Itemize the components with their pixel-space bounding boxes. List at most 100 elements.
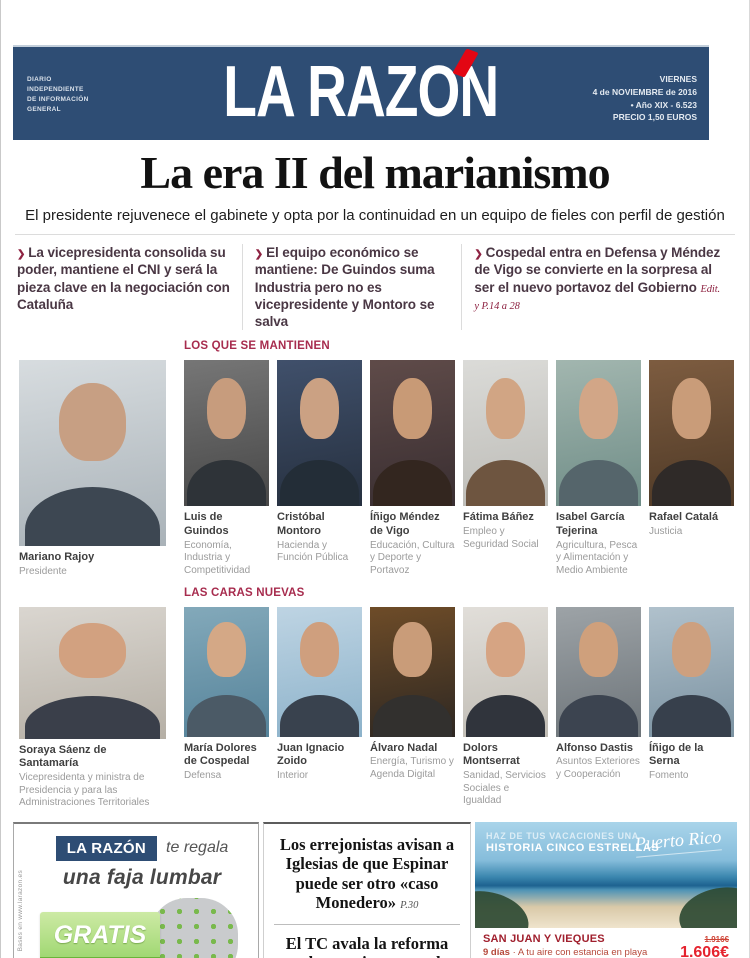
date-line: PRECIO 1,50 EUROS	[612, 112, 697, 123]
masthead-title: LA RAZON	[223, 51, 499, 132]
minister-photo	[19, 606, 166, 739]
cupones-label: Solo 4 cupones	[40, 956, 160, 958]
minister-name: Íñigo de la Serna	[649, 741, 704, 768]
bullet-item: ❯ Cospedal entra en Defensa y Méndez de V…	[461, 243, 735, 331]
tagline-line: DIARIO	[27, 76, 52, 83]
promo-ad-faja-lumbar: Bases en www.larazon.es LA RAZÓN te rega…	[13, 821, 259, 958]
minister-role: Asuntos Exteriores y Cooperación	[556, 756, 640, 780]
ministers-grid-new: María Dolores de Cospedal Defensa Juan I…	[184, 606, 734, 808]
offer-duration: 9 días	[483, 946, 510, 958]
travel-tagline-1: HAZ DE TUS VACACIONES UNA	[486, 830, 639, 841]
promo-side-note: Bases en www.larazon.es	[17, 869, 24, 952]
minister-role: Vicepresidenta y ministra de Presidencia…	[19, 772, 150, 809]
minister-photo	[370, 606, 455, 737]
bullet-text: El equipo económico se mantiene: De Guin…	[254, 244, 435, 330]
bullet-text: Cospedal entra en Defensa y Méndez de Vi…	[474, 244, 721, 295]
bullet-deck: ❯ La vicepresidenta consolida su poder, m…	[15, 243, 735, 331]
minister-name: Luis de Guindos	[184, 511, 229, 538]
price-new: 1.606€	[680, 943, 729, 958]
travel-tagline-2: HISTORIA CINCO ESTRELLAS	[486, 841, 660, 854]
minister-photo	[370, 360, 455, 507]
minister-role: Fomento	[649, 770, 689, 782]
minister-card: Isabel García Tejerina Agricultura, Pesc…	[556, 360, 641, 577]
news-brief-title: Los errejonistas avisan a Iglesias de qu…	[279, 834, 455, 913]
section-label-new: LAS CARAS NUEVAS	[184, 586, 305, 599]
minister-name: Álvaro Nadal	[370, 741, 438, 754]
news-brief-title: El TC avala la reforma que le permite su…	[279, 933, 455, 958]
minister-photo	[556, 360, 641, 507]
minister-role: Defensa	[184, 770, 222, 782]
tagline-line: GENERAL	[27, 106, 61, 114]
cabinet-section-keep: Mariano Rajoy Presidente LOS QUE SE MANT…	[19, 340, 734, 578]
cabinet-section-new: Soraya Sáenz de Santamaría Vicepresident…	[19, 587, 734, 810]
minister-role: Agricultura, Pesca y Alimentación y Medi…	[556, 539, 638, 576]
minister-role: Presidente	[19, 566, 67, 578]
minister-role: Justicia	[649, 526, 683, 538]
minister-name: Fátima Báñez	[463, 511, 534, 524]
minister-photo	[184, 360, 269, 507]
minister-photo	[184, 606, 269, 737]
puerto-rico-logo: Puerto Rico	[634, 826, 722, 857]
minister-name: Mariano Rajoy	[19, 551, 95, 564]
minister-name: Juan Ignacio Zoido	[277, 741, 345, 768]
minister-card: Alfonso Dastis Asuntos Exteriores y Coop…	[556, 606, 641, 808]
minister-card: Íñigo Méndez de Vigo Educación, Cultura …	[370, 360, 455, 577]
bullet-arrow-icon: ❯	[17, 248, 26, 260]
ministers-grid-keep: Luis de Guindos Economía, Industria y Co…	[184, 360, 734, 577]
minister-role: Educación, Cultura y Deporte y Portavoz	[370, 539, 455, 576]
tagline-line: INDEPENDIENTE	[27, 86, 84, 94]
minister-card: Íñigo de la Serna Fomento	[649, 606, 734, 808]
price-old: 1.916€	[704, 934, 729, 944]
minister-card: Cristóbal Montoro Hacienda y Función Púb…	[277, 360, 362, 577]
bullet-text: La vicepresidenta consolida su poder, ma…	[17, 244, 230, 312]
main-subheadline: El presidente rejuvenece el gabinete y o…	[25, 206, 725, 224]
minister-name: Rafael Catalá	[649, 511, 719, 524]
bullet-arrow-icon: ❯	[254, 248, 264, 260]
minister-photo	[463, 606, 548, 737]
masthead-title-wrap: LA RAZON	[13, 47, 709, 140]
travel-offer-details: SAN JUAN Y VIEQUES 9 días · A tu aire co…	[483, 933, 647, 958]
date-line: VIERNES	[659, 74, 697, 84]
minister-card: Juan Ignacio Zoido Interior	[277, 606, 362, 808]
news-brief: El TC avala la reforma que le permite su…	[274, 925, 460, 958]
minister-role: Interior	[277, 770, 309, 782]
masthead-tagline: DIARIO INDEPENDIENTE DE INFORMACIÓN GENE…	[27, 75, 89, 115]
lumbar-belt-illustration	[140, 897, 248, 958]
offer-description: · A tu aire con estancia en playa	[509, 946, 648, 958]
gratis-badge: GRATIS Solo 4 cupones	[40, 911, 160, 958]
minister-photo	[277, 360, 362, 507]
minister-name: Cristóbal Montoro	[277, 511, 325, 538]
minister-name: María Dolores de Cospedal	[184, 741, 257, 768]
offer-title: SAN JUAN Y VIEQUES	[483, 932, 605, 945]
minister-name: Isabel García Tejerina	[556, 511, 625, 538]
bullet-item: ❯ El equipo económico se mantiene: De Gui…	[241, 243, 462, 331]
minister-photo	[649, 360, 734, 507]
minister-card-featured: Soraya Sáenz de Santamaría Vicepresident…	[19, 587, 166, 810]
minister-name: Íñigo Méndez de Vigo	[370, 511, 440, 538]
travel-ad-logitravel: HAZ DE TUS VACACIONES UNA HISTORIA CINCO…	[475, 821, 737, 958]
minister-card: María Dolores de Cospedal Defensa	[184, 606, 269, 808]
promo-lead-text: te regala	[166, 839, 229, 857]
gratis-label: GRATIS	[53, 920, 147, 949]
minister-role: Energía, Turismo y Agenda Digital	[370, 756, 454, 780]
bottom-strip: Bases en www.larazon.es LA RAZÓN te rega…	[13, 821, 737, 958]
minister-photo	[19, 360, 166, 547]
minister-card: Rafael Catalá Justicia	[649, 360, 734, 577]
minister-card: Fátima Báñez Empleo y Seguridad Social	[463, 360, 548, 577]
minister-photo	[277, 606, 362, 737]
page-reference: P.30	[400, 900, 419, 912]
minister-card: Luis de Guindos Economía, Industria y Co…	[184, 360, 269, 577]
minister-role: Economía, Industria y Competitividad	[184, 539, 251, 576]
masthead-dateblock: VIERNES 4 de NOVIEMBRE de 2016 • Año XIX…	[593, 73, 697, 124]
promo-brand-logo: LA RAZÓN	[55, 835, 158, 861]
bullet-item: ❯ La vicepresidenta consolida su poder, m…	[15, 244, 242, 331]
minister-role: Empleo y Seguridad Social	[463, 526, 539, 550]
minister-role: Hacienda y Función Pública	[277, 539, 349, 564]
tagline-line: DE INFORMACIÓN	[27, 96, 89, 104]
minister-name: Dolors Montserrat	[463, 741, 520, 768]
minister-name: Alfonso Dastis	[556, 741, 634, 754]
beach-photo: HAZ DE TUS VACACIONES UNA HISTORIA CINCO…	[475, 821, 737, 928]
minister-card: Dolors Montserrat Sanidad, Servicios Soc…	[463, 606, 548, 808]
bullet-arrow-icon: ❯	[474, 248, 483, 260]
